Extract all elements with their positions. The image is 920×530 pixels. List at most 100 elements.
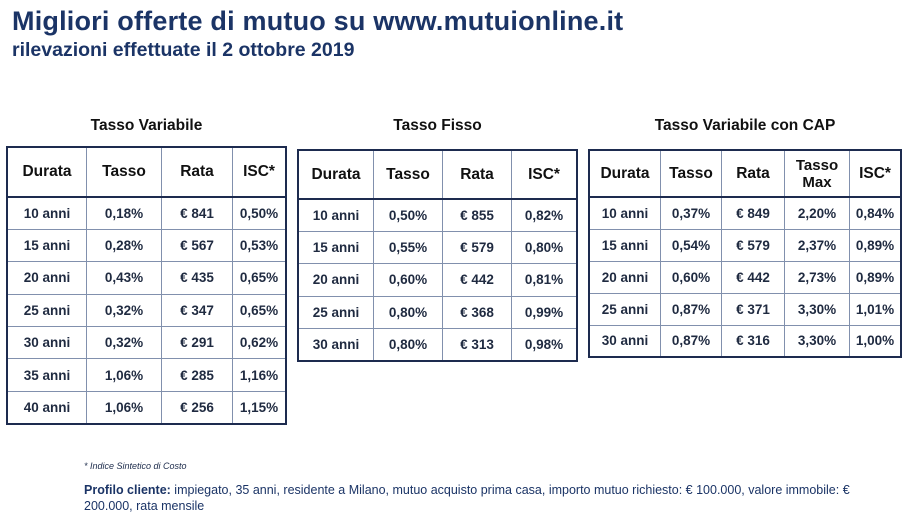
table-cell: 0,60% <box>373 263 443 297</box>
table-row: 20 anni 0,60% € 442 2,73% 0,89% <box>588 260 902 294</box>
table-cell: 0,60% <box>660 260 722 294</box>
table-cell: 0,65% <box>232 261 287 295</box>
table-cell: € 316 <box>721 324 785 358</box>
table-cell: € 371 <box>721 292 785 326</box>
table-cell: 0,28% <box>86 228 162 263</box>
table-cell: 20 anni <box>6 261 87 295</box>
table-row: 40 anni 1,06% € 256 1,15% <box>6 390 287 425</box>
header-rata: Rata <box>442 149 512 200</box>
table-cell: € 435 <box>161 261 233 295</box>
table-cell: 0,65% <box>232 293 287 328</box>
table-cell: 0,89% <box>849 260 902 294</box>
table-cell: 0,62% <box>232 326 287 360</box>
header-tasso-max-line1: Tasso <box>795 156 839 174</box>
isc-footnote: * Indice Sintetico di Costo <box>84 461 187 471</box>
table-cell: 1,15% <box>232 390 287 425</box>
table-cell: 0,98% <box>511 328 578 362</box>
header-tasso-max: Tasso Max <box>784 149 850 198</box>
table-row: 10 anni 0,50% € 855 0,82% <box>297 198 578 232</box>
client-profile: Profilo cliente: impiegato, 35 anni, res… <box>84 482 884 514</box>
table-row: 35 anni 1,06% € 285 1,16% <box>6 358 287 392</box>
table-row: 25 anni 0,32% € 347 0,65% <box>6 293 287 328</box>
table-cell: € 347 <box>161 293 233 328</box>
table-cell: € 579 <box>721 228 785 262</box>
header-durata: Durata <box>6 146 87 198</box>
header-tasso: Tasso <box>660 149 722 198</box>
table-cell: 0,87% <box>660 324 722 358</box>
table-cell: 25 anni <box>588 292 661 326</box>
page-title: Migliori offerte di mutuo su www.mutuion… <box>12 6 624 36</box>
table-cell: 0,43% <box>86 261 162 295</box>
table-cell: 10 anni <box>297 198 374 232</box>
table-cell: 0,32% <box>86 326 162 360</box>
table-cell: € 442 <box>721 260 785 294</box>
table-title-fisso: Tasso Fisso <box>393 117 482 134</box>
table-cell: € 442 <box>442 263 512 297</box>
table-block-cap: Tasso Variabile con CAP <box>588 117 902 135</box>
table-cell: 30 anni <box>297 328 374 362</box>
table-body-cap: 10 anni 0,37% € 849 2,20% 0,84% 15 anni 0,54% €… <box>588 196 902 358</box>
table-cell: 30 anni <box>6 326 87 360</box>
header-tasso: Tasso <box>86 146 162 198</box>
table-row: 20 anni 0,43% € 435 0,65% <box>6 261 287 295</box>
header-rata: Rata <box>721 149 785 198</box>
header-durata: Durata <box>297 149 374 200</box>
table-cell: 0,87% <box>660 292 722 326</box>
header-isc: ISC* <box>511 149 578 200</box>
table-cell: 2,37% <box>784 228 850 262</box>
table-cell: 0,80% <box>373 295 443 330</box>
table-cell: € 368 <box>442 295 512 330</box>
table-row: 10 anni 0,37% € 849 2,20% 0,84% <box>588 196 902 230</box>
table-cell: 0,50% <box>232 196 287 230</box>
table-cell: 1,01% <box>849 292 902 326</box>
client-profile-text: impiegato, 35 anni, residente a Milano, … <box>84 483 850 513</box>
table-cell: € 285 <box>161 358 233 392</box>
table-cell: 3,30% <box>784 324 850 358</box>
table-cell: 15 anni <box>297 230 374 265</box>
table-cell: 20 anni <box>297 263 374 297</box>
table-block-fisso: Tasso Fisso <box>297 117 578 135</box>
table-cell: 0,55% <box>373 230 443 265</box>
table-cell: 1,06% <box>86 390 162 425</box>
table-cell: 0,37% <box>660 196 722 230</box>
table-cell: 20 anni <box>588 260 661 294</box>
table-cell: € 855 <box>442 198 512 232</box>
table-cell: € 579 <box>442 230 512 265</box>
table-cell: 0,54% <box>660 228 722 262</box>
table-cell: 1,06% <box>86 358 162 392</box>
table-row: 30 anni 0,80% € 313 0,98% <box>297 328 578 362</box>
header-tasso-max-line2: Max <box>802 173 832 191</box>
table-block-variabile: Tasso Variabile <box>6 117 287 135</box>
header-isc: ISC* <box>849 149 902 198</box>
table-cell: 0,81% <box>511 263 578 297</box>
table-body-variabile: 10 anni 0,18% € 841 0,50% 15 anni 0,28% € 567 0… <box>6 196 287 425</box>
table-cell: 0,50% <box>373 198 443 232</box>
table-cell: € 256 <box>161 390 233 425</box>
table-row: 30 anni 0,32% € 291 0,62% <box>6 326 287 360</box>
table-row: 30 anni 0,87% € 316 3,30% 1,00% <box>588 324 902 358</box>
table-cell: 30 anni <box>588 324 661 358</box>
table-cell: 25 anni <box>297 295 374 330</box>
table-cell: 1,16% <box>232 358 287 392</box>
table-cell: 0,80% <box>373 328 443 362</box>
client-profile-label: Profilo cliente: <box>84 483 171 497</box>
table-row: 10 anni 0,18% € 841 0,50% <box>6 196 287 230</box>
table-row: 20 anni 0,60% € 442 0,81% <box>297 263 578 297</box>
header-isc: ISC* <box>232 146 287 198</box>
table-cell: 25 anni <box>6 293 87 328</box>
table-cell: 0,99% <box>511 295 578 330</box>
table-cell: 3,30% <box>784 292 850 326</box>
header-tasso: Tasso <box>373 149 443 200</box>
page-subtitle: rilevazioni effettuate il 2 ottobre 2019 <box>12 39 355 61</box>
table-cell: 0,82% <box>511 198 578 232</box>
table-title-cap: Tasso Variabile con CAP <box>654 117 836 134</box>
table-cell: 15 anni <box>588 228 661 262</box>
table-row: 15 anni 0,28% € 567 0,53% <box>6 228 287 263</box>
header-rata: Rata <box>161 146 233 198</box>
table-cell: € 849 <box>721 196 785 230</box>
header-durata: Durata <box>588 149 661 198</box>
table-cell: € 291 <box>161 326 233 360</box>
table-cell: 0,84% <box>849 196 902 230</box>
table-cell: 2,20% <box>784 196 850 230</box>
table-row: 25 anni 0,80% € 368 0,99% <box>297 295 578 330</box>
